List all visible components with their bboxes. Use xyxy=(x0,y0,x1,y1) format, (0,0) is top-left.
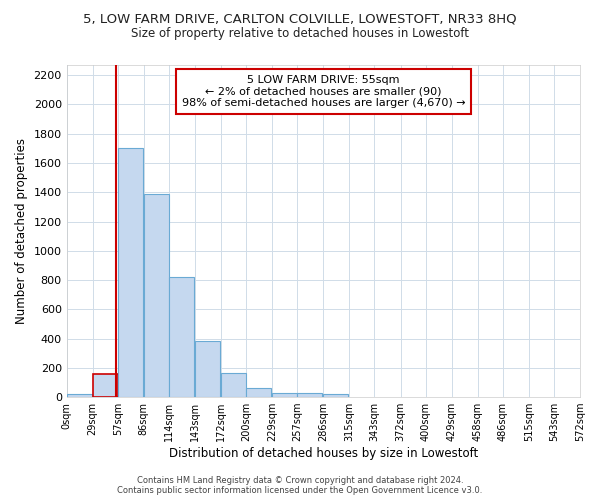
Bar xyxy=(169,277,194,397)
Text: Contains public sector information licensed under the Open Government Licence v3: Contains public sector information licen… xyxy=(118,486,482,495)
Bar xyxy=(118,148,143,397)
Bar xyxy=(195,341,220,397)
Text: Size of property relative to detached houses in Lowestoft: Size of property relative to detached ho… xyxy=(131,28,469,40)
Bar xyxy=(246,388,271,397)
Bar xyxy=(221,373,246,397)
Text: Contains HM Land Registry data © Crown copyright and database right 2024.: Contains HM Land Registry data © Crown c… xyxy=(137,476,463,485)
Bar xyxy=(298,394,322,397)
X-axis label: Distribution of detached houses by size in Lowestoft: Distribution of detached houses by size … xyxy=(169,447,478,460)
Bar xyxy=(323,394,349,397)
Text: 5 LOW FARM DRIVE: 55sqm
← 2% of detached houses are smaller (90)
98% of semi-det: 5 LOW FARM DRIVE: 55sqm ← 2% of detached… xyxy=(182,75,465,108)
Bar xyxy=(272,392,298,397)
Bar xyxy=(92,374,118,397)
Y-axis label: Number of detached properties: Number of detached properties xyxy=(15,138,28,324)
Bar xyxy=(67,394,92,397)
Bar xyxy=(144,194,169,397)
Text: 5, LOW FARM DRIVE, CARLTON COLVILLE, LOWESTOFT, NR33 8HQ: 5, LOW FARM DRIVE, CARLTON COLVILLE, LOW… xyxy=(83,12,517,26)
